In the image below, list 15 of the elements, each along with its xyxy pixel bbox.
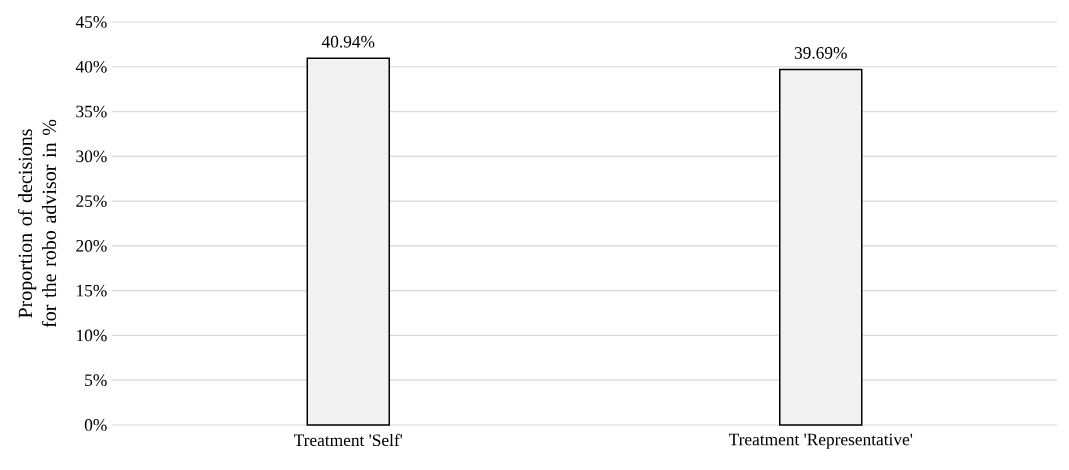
y-tick-label: 5%	[85, 374, 107, 387]
y-tick-label: 10%	[77, 329, 107, 342]
x-tick-label: Treatment 'Self'	[294, 433, 403, 447]
data-label: 40.94%	[321, 35, 375, 48]
y-tick-label: 15%	[77, 284, 107, 297]
y-tick-label: 30%	[76, 150, 107, 163]
data-label: 39.69%	[794, 47, 847, 59]
y-tick-label: 40%	[75, 60, 107, 73]
y-tick-label: 20%	[76, 240, 107, 252]
x-tick-label: Treatment 'Representative'	[728, 433, 913, 449]
y-axis-title: Proportion of decisions for the robo advisor in %	[17, 119, 57, 328]
y-tick-label: 0%	[84, 419, 107, 431]
y-tick-label: 45%	[75, 16, 107, 28]
y-tick-label: 25%	[76, 195, 107, 207]
y-tick-label: 35%	[76, 105, 107, 118]
